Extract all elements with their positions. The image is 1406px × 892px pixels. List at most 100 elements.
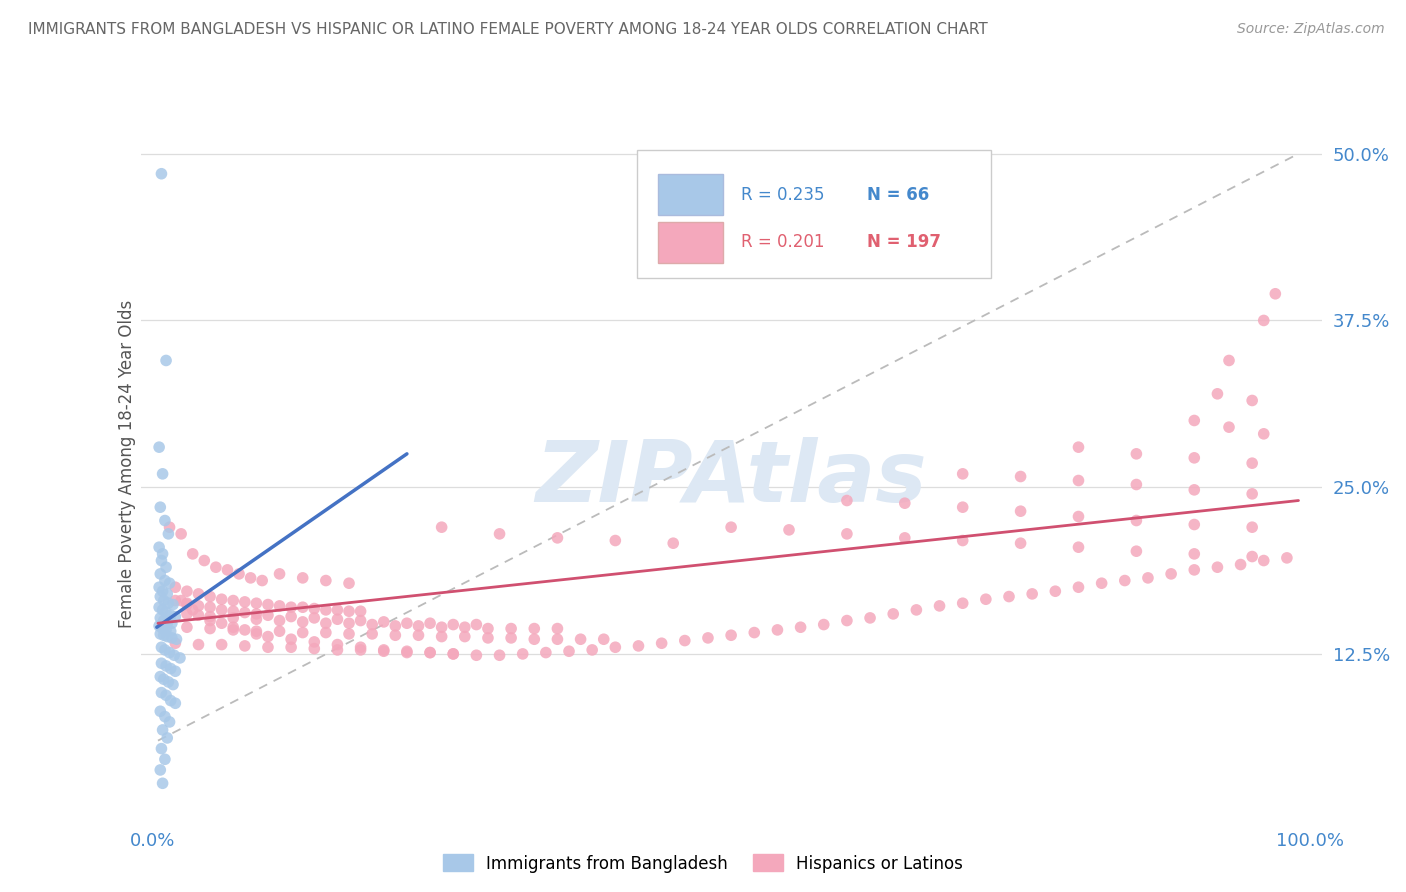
Point [523, 632, 546, 647]
Point [326, 612, 349, 626]
Point [349, 643, 371, 657]
Point [651, 636, 673, 650]
Point [430, 620, 453, 634]
Point [605, 640, 627, 655]
Point [1010, 504, 1032, 518]
Point [150, 741, 173, 756]
Point [166, 632, 188, 647]
Point [697, 631, 720, 645]
Point [155, 623, 177, 637]
Point [384, 619, 406, 633]
Point [1253, 553, 1275, 567]
Point [257, 608, 280, 623]
Point [546, 632, 568, 647]
Point [157, 674, 180, 689]
Point [1218, 353, 1240, 368]
Point [1067, 509, 1090, 524]
Point [441, 647, 464, 661]
Point [337, 616, 360, 631]
Point [408, 619, 430, 633]
Point [1021, 587, 1043, 601]
Point [477, 631, 499, 645]
Point [512, 647, 534, 661]
FancyBboxPatch shape [637, 150, 991, 278]
Point [1206, 560, 1229, 574]
Point [546, 622, 568, 636]
Point [315, 616, 337, 631]
Point [337, 627, 360, 641]
Point [395, 646, 418, 660]
Point [1091, 576, 1114, 591]
Point [222, 620, 245, 634]
Point [187, 587, 209, 601]
Text: R = 0.235: R = 0.235 [741, 186, 824, 203]
Point [430, 520, 453, 534]
Point [152, 593, 174, 607]
Point [465, 617, 488, 632]
Point [245, 627, 267, 641]
Point [1275, 550, 1298, 565]
Text: ZIPAtlas: ZIPAtlas [536, 436, 927, 520]
Point [153, 752, 176, 766]
Point [176, 607, 198, 621]
Point [149, 627, 172, 641]
Point [337, 604, 360, 618]
Point [159, 714, 181, 729]
Point [152, 628, 174, 642]
Point [159, 520, 181, 534]
Point [361, 627, 384, 641]
Point [233, 606, 256, 620]
Point [165, 593, 187, 607]
Point [233, 595, 256, 609]
Point [155, 560, 177, 574]
Point [222, 623, 245, 637]
Point [198, 590, 221, 604]
Point [280, 632, 302, 647]
Point [153, 514, 176, 528]
Point [165, 636, 187, 650]
Point [198, 609, 221, 624]
Point [1206, 386, 1229, 401]
Point [408, 628, 430, 642]
Point [222, 611, 245, 625]
Point [250, 574, 273, 588]
Point [1010, 536, 1032, 550]
Point [165, 696, 187, 710]
Point [156, 731, 179, 745]
Text: Source: ZipAtlas.com: Source: ZipAtlas.com [1237, 22, 1385, 37]
Point [673, 633, 696, 648]
Point [211, 616, 233, 631]
Point [558, 644, 581, 658]
Point [187, 638, 209, 652]
Point [361, 617, 384, 632]
Point [149, 763, 172, 777]
Point [165, 665, 187, 679]
Point [222, 593, 245, 607]
Point [269, 566, 291, 581]
Point [1218, 420, 1240, 434]
Point [998, 590, 1021, 604]
Point [156, 616, 179, 631]
Point [488, 527, 510, 541]
Point [159, 576, 181, 591]
Point [280, 609, 302, 624]
Point [152, 467, 174, 481]
Point [1010, 469, 1032, 483]
Point [228, 566, 250, 581]
Point [627, 639, 650, 653]
Point [742, 625, 765, 640]
Point [720, 520, 742, 534]
Point [291, 600, 314, 615]
Point [326, 603, 349, 617]
Point [1125, 544, 1147, 558]
Point [373, 644, 395, 658]
Point [155, 688, 177, 702]
Point [217, 563, 239, 577]
Point [211, 603, 233, 617]
Point [1125, 514, 1147, 528]
Point [150, 553, 173, 567]
Point [373, 615, 395, 629]
Point [159, 693, 181, 707]
Point [662, 536, 685, 550]
Point [882, 607, 904, 621]
